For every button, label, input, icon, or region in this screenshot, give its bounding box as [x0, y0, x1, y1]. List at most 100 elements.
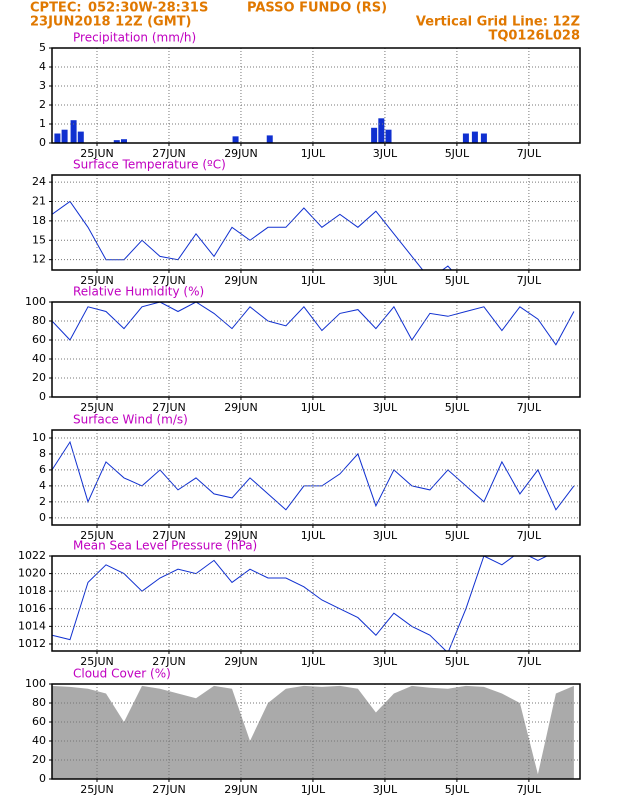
y-tick-label: 6: [39, 463, 46, 476]
model: TQ0126L028: [488, 29, 580, 44]
line: [52, 556, 549, 651]
coords: 052:30W-28:31S: [88, 1, 208, 16]
x-tick-label: 3JUL: [373, 401, 398, 414]
bar: [471, 131, 478, 143]
y-tick-label: 60: [32, 333, 46, 346]
y-tick-label: 100: [25, 295, 46, 308]
panel-title: Surface Temperature (ºC): [73, 158, 226, 172]
y-tick-label: 10: [32, 431, 46, 444]
station: PASSO FUNDO (RS): [247, 1, 387, 16]
bar: [371, 127, 378, 143]
bar: [266, 135, 273, 143]
x-tick-label: 25JUN: [80, 655, 114, 668]
x-tick-label: 1JUL: [301, 274, 326, 287]
x-tick-label: 7JUL: [517, 274, 542, 287]
bar: [378, 118, 385, 143]
y-tick-label: 1020: [18, 567, 46, 580]
y-tick-label: 21: [32, 194, 46, 207]
plot-area: [52, 302, 575, 346]
y-tick-label: 0: [39, 772, 46, 785]
x-tick-label: 1JUL: [301, 783, 326, 796]
y-tick-label: 8: [39, 447, 46, 460]
plot-area: [52, 556, 549, 651]
x-tick-label: 27JUN: [152, 783, 186, 796]
bar: [61, 129, 68, 143]
grid-note: Vertical Grid Line: 12Z: [416, 15, 580, 30]
x-tick-label: 5JUL: [445, 401, 470, 414]
x-tick-label: 3JUL: [373, 783, 398, 796]
y-tick-label: 80: [32, 696, 46, 709]
source: CPTEC:: [30, 1, 82, 16]
x-tick-label: 7JUL: [517, 401, 542, 414]
x-tick-label: 5JUL: [445, 274, 470, 287]
x-tick-label: 29JUN: [224, 147, 258, 160]
panel-title: Precipitation (mm/h): [73, 31, 196, 45]
bar: [480, 133, 487, 143]
x-tick-label: 25JUN: [80, 529, 114, 542]
x-tick-label: 7JUL: [517, 147, 542, 160]
x-tick-label: 1JUL: [301, 147, 326, 160]
bar: [113, 140, 120, 143]
line: [52, 302, 575, 346]
y-tick-label: 5: [39, 41, 46, 54]
x-tick-label: 3JUL: [373, 655, 398, 668]
y-tick-label: 20: [32, 753, 46, 766]
panel-frame: [51, 47, 581, 144]
x-tick-label: 7JUL: [517, 529, 542, 542]
x-tick-label: 27JUN: [152, 529, 186, 542]
y-tick-label: 1: [39, 117, 46, 130]
x-tick-label: 29JUN: [224, 401, 258, 414]
x-tick-label: 27JUN: [152, 401, 186, 414]
bar: [232, 136, 239, 143]
x-tick-label: 25JUN: [80, 274, 114, 287]
y-tick-label: 1018: [18, 584, 46, 597]
x-tick-label: 3JUL: [373, 274, 398, 287]
y-tick-label: 20: [32, 371, 46, 384]
y-tick-label: 0: [39, 136, 46, 149]
y-tick-label: 80: [32, 314, 46, 327]
y-tick-label: 1022: [18, 549, 46, 562]
x-tick-label: 25JUN: [80, 147, 114, 160]
y-tick-label: 1012: [18, 637, 46, 650]
x-tick-label: 29JUN: [224, 783, 258, 796]
y-tick-label: 15: [32, 233, 46, 246]
date: 23JUN2018 12Z (GMT): [30, 15, 191, 30]
x-tick-label: 27JUN: [152, 147, 186, 160]
x-tick-label: 29JUN: [224, 655, 258, 668]
panel-frame: [51, 555, 581, 652]
y-tick-label: 2: [39, 495, 46, 508]
x-tick-label: 5JUL: [445, 529, 470, 542]
y-tick-label: 60: [32, 715, 46, 728]
panel-title: Cloud Cover (%): [73, 667, 171, 681]
y-tick-label: 1016: [18, 602, 46, 615]
y-tick-label: 24: [32, 175, 46, 188]
panel-title: Relative Humidity (%): [73, 285, 204, 299]
x-tick-label: 1JUL: [301, 655, 326, 668]
panel-title: Mean Sea Level Pressure (hPa): [73, 539, 257, 553]
x-tick-label: 1JUL: [301, 529, 326, 542]
x-tick-label: 1JUL: [301, 401, 326, 414]
line: [52, 440, 575, 511]
x-tick-label: 3JUL: [373, 147, 398, 160]
x-tick-label: 29JUN: [224, 274, 258, 287]
y-tick-label: 12: [32, 253, 46, 266]
x-tick-label: 5JUL: [445, 147, 470, 160]
x-tick-label: 27JUN: [152, 274, 186, 287]
x-tick-label: 27JUN: [152, 655, 186, 668]
x-tick-label: 5JUL: [445, 783, 470, 796]
y-tick-label: 4: [39, 60, 46, 73]
y-tick-label: 40: [32, 352, 46, 365]
plot-area: [54, 118, 487, 143]
bar: [120, 139, 127, 143]
y-tick-label: 18: [32, 214, 46, 227]
y-tick-label: 1014: [18, 619, 46, 632]
x-tick-label: 25JUN: [80, 783, 114, 796]
plot-area: [52, 440, 575, 511]
panel-frame: [51, 174, 581, 271]
y-tick-label: 0: [39, 390, 46, 403]
bar: [70, 120, 77, 143]
x-tick-label: 7JUL: [517, 655, 542, 668]
panel-frame: [51, 301, 581, 398]
y-tick-label: 40: [32, 734, 46, 747]
